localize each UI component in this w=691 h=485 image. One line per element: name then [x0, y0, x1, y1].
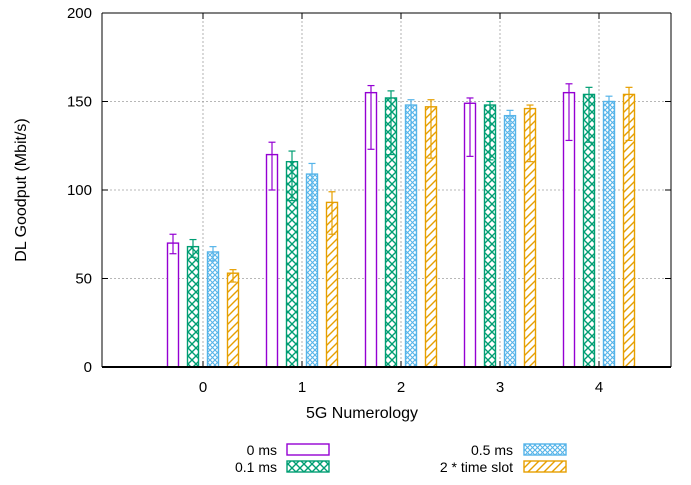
- legend-label: 0.5 ms: [471, 442, 513, 458]
- legend-label: 0 ms: [247, 442, 277, 458]
- x-tick-label: 1: [298, 379, 306, 396]
- legend-label: 2 * time slot: [440, 459, 513, 475]
- bar-series-2-cat-0: [206, 251, 220, 368]
- legend-swatch: [523, 443, 567, 456]
- y-tick-label: 200: [67, 5, 92, 22]
- legend-swatch: [286, 460, 330, 473]
- bar-series-0-cat-0: [166, 242, 180, 368]
- bar-series-1-cat-0: [186, 245, 200, 368]
- x-tick-label: 4: [595, 379, 603, 396]
- y-tick-label: 100: [67, 182, 92, 199]
- legend-swatch: [523, 460, 567, 473]
- x-tick-label: 0: [199, 379, 207, 396]
- axes: 0 50 100 150 200 0 1 2 3 4: [67, 5, 672, 396]
- y-axis-label: DL Goodput (Mbit/s): [13, 118, 30, 261]
- legend: 0 ms0.1 ms 0.5 ms2 * time slot: [235, 442, 567, 475]
- y-tick-label: 150: [67, 94, 92, 111]
- x-tick-label: 3: [496, 379, 504, 396]
- y-tick-label: 0: [84, 359, 92, 376]
- legend-swatch: [286, 443, 330, 456]
- x-axis-label: 5G Numerology: [306, 405, 418, 422]
- bar-series-3-cat-0: [226, 272, 240, 368]
- legend-label: 0.1 ms: [235, 459, 277, 475]
- x-tick-label: 2: [397, 379, 405, 396]
- y-tick-label: 50: [75, 271, 92, 288]
